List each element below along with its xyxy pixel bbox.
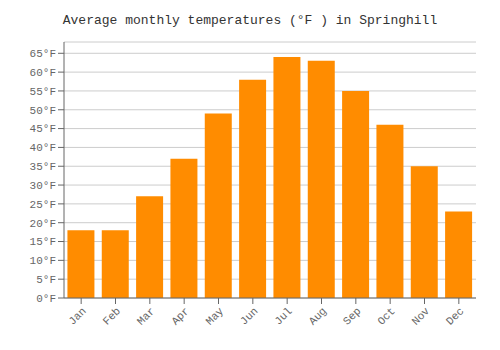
svg-text:Apr: Apr — [169, 305, 191, 327]
svg-text:Oct: Oct — [375, 305, 397, 327]
svg-text:55°F: 55°F — [30, 86, 56, 98]
svg-text:50°F: 50°F — [30, 105, 56, 117]
svg-text:10°F: 10°F — [30, 255, 56, 267]
svg-text:Jun: Jun — [238, 305, 260, 327]
html-text:Average monthly temperatures (: Average monthly temperatures (°F ) in Sp… — [62, 13, 438, 28]
svg-text:30°F: 30°F — [30, 180, 56, 192]
svg-text:Aug: Aug — [307, 305, 329, 327]
svg-text:Sep: Sep — [341, 305, 363, 327]
svg-text:60°F: 60°F — [30, 67, 56, 79]
svg-text:20°F: 20°F — [30, 218, 56, 230]
svg-text:40°F: 40°F — [30, 142, 56, 154]
svg-text:Feb: Feb — [101, 305, 123, 327]
svg-text:65°F: 65°F — [30, 48, 56, 60]
svg-text:15°F: 15°F — [30, 236, 56, 248]
svg-text:5°F: 5°F — [36, 274, 56, 286]
svg-text:Nov: Nov — [410, 305, 433, 328]
svg-text:May: May — [204, 305, 227, 328]
svg-text:35°F: 35°F — [30, 161, 56, 173]
svg-text:Dec: Dec — [444, 305, 466, 327]
svg-text:45°F: 45°F — [30, 123, 56, 135]
svg-text:0°F: 0°F — [36, 293, 56, 305]
svg-text:25°F: 25°F — [30, 199, 56, 211]
svg-text:Jul: Jul — [272, 305, 294, 327]
svg-text:Jan: Jan — [66, 305, 88, 327]
svg-text:Mar: Mar — [135, 305, 157, 327]
